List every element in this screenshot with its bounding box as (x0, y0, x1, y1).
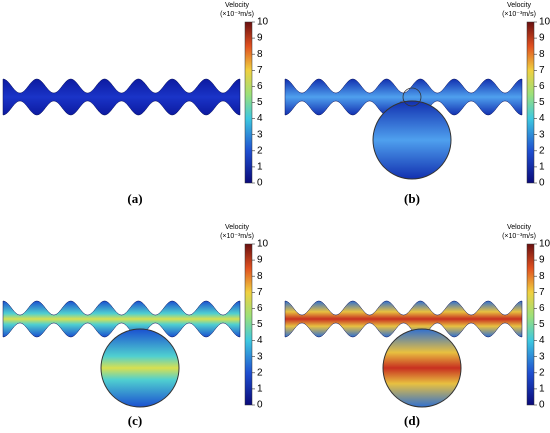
colorbar-tick-label: 6 (257, 81, 263, 92)
colorbar-tick-label: 1 (539, 162, 545, 173)
colorbar-tick-label: 1 (539, 384, 545, 395)
channel (2, 78, 241, 116)
panel-label: (d) (404, 413, 420, 428)
colorbar-tick-label: 6 (257, 303, 263, 314)
colorbar-tick-label: 9 (257, 33, 263, 44)
colorbar-tick-label: 1 (257, 162, 263, 173)
colorbar-tick-label: 10 (539, 239, 550, 250)
colorbar-tick-label: 5 (539, 97, 545, 108)
colorbar-tick-label: 8 (539, 271, 545, 282)
colorbar-title: Velocity (507, 2, 532, 9)
colorbar-tick-label: 0 (257, 400, 263, 411)
colorbar-tick-label: 7 (257, 287, 263, 298)
colorbar-tick-label: 3 (539, 351, 545, 362)
colorbar (526, 21, 535, 184)
channel (284, 78, 523, 116)
colorbar-tick-label: 5 (257, 97, 263, 108)
colorbar-tick-label: 2 (539, 367, 545, 378)
colorbar-tick-label: 5 (539, 319, 545, 330)
colorbar-tick-label: 2 (257, 367, 263, 378)
colorbar-tick-label: 8 (257, 271, 263, 282)
colorbar-tick-label: 9 (539, 255, 545, 266)
colorbar-tick-label: 4 (257, 113, 263, 124)
colorbar-tick-label: 9 (539, 33, 545, 44)
colorbar (526, 243, 535, 406)
colorbar-tick-label: 0 (539, 178, 545, 189)
colorbar-tick-label: 9 (257, 255, 263, 266)
colorbar-unit: (×10⁻³m/s) (220, 233, 254, 240)
colorbar-unit: (×10⁻³m/s) (502, 233, 536, 240)
colorbar-tick-label: 3 (257, 351, 263, 362)
colorbar-tick-label: 3 (539, 129, 545, 140)
colorbar-tick-label: 6 (539, 303, 545, 314)
colorbar-tick-label: 7 (539, 287, 545, 298)
colorbar-title: Velocity (225, 2, 250, 9)
colorbar-tick-label: 0 (257, 178, 263, 189)
colorbar-tick-label: 4 (539, 113, 545, 124)
colorbar-tick-label: 7 (539, 65, 545, 76)
colorbar-tick-label: 8 (257, 49, 263, 60)
colorbar-tick-label: 6 (539, 81, 545, 92)
colorbar (244, 21, 253, 184)
colorbar-tick-label: 2 (257, 145, 263, 156)
colorbar-tick-label: 3 (257, 129, 263, 140)
colorbar-tick-label: 4 (539, 335, 545, 346)
colorbar-tick-label: 10 (257, 17, 269, 28)
zoom-inset (100, 328, 180, 408)
channel (284, 300, 523, 338)
colorbar (244, 243, 253, 406)
panel-label: (a) (127, 191, 142, 206)
colorbar-tick-label: 10 (539, 17, 550, 28)
channel (2, 300, 241, 338)
colorbar-tick-label: 2 (539, 145, 545, 156)
colorbar-tick-label: 8 (539, 49, 545, 60)
colorbar-tick-label: 5 (257, 319, 263, 330)
colorbar-unit: (×10⁻³m/s) (502, 11, 536, 18)
colorbar-tick-label: 7 (257, 65, 263, 76)
panel-label: (c) (128, 413, 142, 428)
colorbar-tick-label: 4 (257, 335, 263, 346)
colorbar-title: Velocity (507, 224, 532, 231)
colorbar-tick-label: 1 (257, 384, 263, 395)
colorbar-tick-label: 10 (257, 239, 269, 250)
zoom-inset (382, 328, 462, 408)
colorbar-tick-label: 0 (539, 400, 545, 411)
colorbar-unit: (×10⁻³m/s) (220, 11, 254, 18)
colorbar-title: Velocity (225, 224, 250, 231)
panel-label: (b) (404, 191, 420, 206)
zoom-inset (372, 100, 452, 180)
zoom-marker (402, 87, 422, 107)
